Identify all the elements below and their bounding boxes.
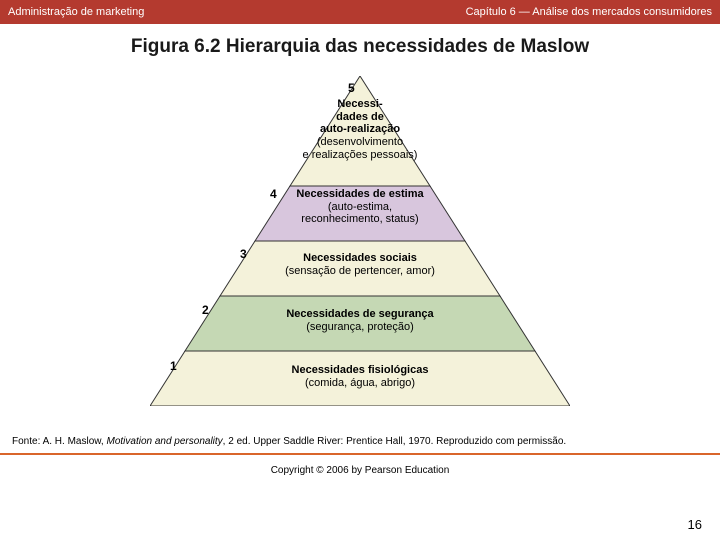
level-label-5: 5Necessi-dades deauto-realização(desenvo… xyxy=(150,98,570,161)
divider-rule xyxy=(0,453,720,455)
pyramid-container: 5 Necessi-dades deauto-realização(desenvo… xyxy=(0,76,720,406)
level-label-4: 4Necessidades de estima(auto-estima,reco… xyxy=(150,188,570,226)
level-name: Necessidades sociais xyxy=(150,252,570,265)
header-left: Administração de marketing xyxy=(8,6,144,18)
source-italic: Motivation and personality xyxy=(106,436,222,447)
copyright: Copyright © 2006 by Pearson Education xyxy=(0,465,720,476)
source-suffix: , 2 ed. Upper Saddle River: Prentice Hal… xyxy=(223,436,567,447)
level-desc: (auto-estima,reconhecimento, status) xyxy=(150,201,570,226)
source-note: Fonte: A. H. Maslow, Motivation and pers… xyxy=(12,436,708,447)
level-desc: (comida, água, abrigo) xyxy=(150,377,570,390)
level-label-1: 1Necessidades fisiológicas(comida, água,… xyxy=(150,364,570,389)
level-label-2: 2Necessidades de segurança(segurança, pr… xyxy=(150,308,570,333)
page-number: 16 xyxy=(688,517,702,532)
level-label-3: 3Necessidades sociais(sensação de perten… xyxy=(150,252,570,277)
level-number: 2 xyxy=(202,304,209,318)
level-desc: (segurança, proteção) xyxy=(150,321,570,334)
header-right: Capítulo 6 — Análise dos mercados consum… xyxy=(466,6,712,18)
level-number: 1 xyxy=(170,360,177,374)
level-name: Necessidades fisiológicas xyxy=(150,364,570,377)
level-name: Necessidades de estima xyxy=(150,188,570,201)
level-desc: (sensação de pertencer, amor) xyxy=(150,265,570,278)
level-number: 4 xyxy=(270,188,277,202)
level-name: Necessi-dades deauto-realização xyxy=(150,98,570,136)
maslow-pyramid: 5 Necessi-dades deauto-realização(desenvo… xyxy=(150,76,570,406)
level-desc: (desenvolvimentoe realizações pessoais) xyxy=(150,136,570,161)
header-bar: Administração de marketing Capítulo 6 — … xyxy=(0,0,720,24)
level-name: Necessidades de segurança xyxy=(150,308,570,321)
level-number: 5 xyxy=(348,82,355,96)
source-prefix: Fonte: A. H. Maslow, xyxy=(12,436,106,447)
level-number: 3 xyxy=(240,248,247,262)
figure-title: Figura 6.2 Hierarquia das necessidades d… xyxy=(0,36,720,58)
